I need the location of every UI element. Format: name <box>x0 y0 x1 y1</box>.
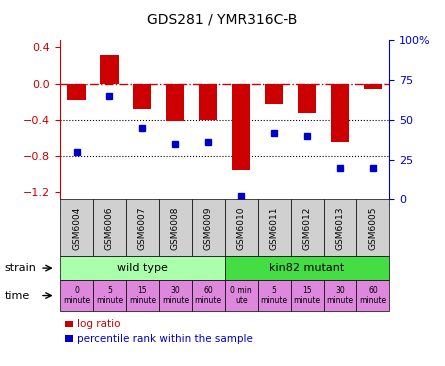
Text: GSM6013: GSM6013 <box>336 206 344 250</box>
Bar <box>232 84 250 169</box>
Text: 15
minute: 15 minute <box>129 286 156 305</box>
Text: GSM6007: GSM6007 <box>138 206 147 250</box>
Bar <box>134 84 151 109</box>
Text: GSM6004: GSM6004 <box>72 206 81 250</box>
Text: log ratio: log ratio <box>77 319 121 329</box>
Text: strain: strain <box>4 263 36 273</box>
Text: 5
minute: 5 minute <box>261 286 287 305</box>
Text: GSM6008: GSM6008 <box>171 206 180 250</box>
Bar <box>298 84 316 113</box>
Text: 30
minute: 30 minute <box>162 286 189 305</box>
Text: GSM6010: GSM6010 <box>237 206 246 250</box>
Bar <box>331 84 349 142</box>
Bar <box>199 84 217 120</box>
Bar <box>364 84 382 89</box>
Text: kin82 mutant: kin82 mutant <box>269 263 345 273</box>
Text: time: time <box>4 291 30 300</box>
Bar <box>68 84 85 100</box>
Text: GSM6009: GSM6009 <box>204 206 213 250</box>
Text: 60
minute: 60 minute <box>195 286 222 305</box>
Text: GSM6011: GSM6011 <box>270 206 279 250</box>
Text: 15
minute: 15 minute <box>294 286 320 305</box>
Text: percentile rank within the sample: percentile rank within the sample <box>77 333 253 344</box>
Text: 60
minute: 60 minute <box>360 286 386 305</box>
Text: 30
minute: 30 minute <box>327 286 353 305</box>
Text: GSM6012: GSM6012 <box>303 206 312 250</box>
Bar <box>166 84 184 121</box>
Text: wild type: wild type <box>117 263 168 273</box>
Text: 0
minute: 0 minute <box>63 286 90 305</box>
Bar <box>265 84 283 104</box>
Text: 5
minute: 5 minute <box>96 286 123 305</box>
Text: 0 min
ute: 0 min ute <box>231 286 252 305</box>
Text: GSM6006: GSM6006 <box>105 206 114 250</box>
Bar <box>101 55 118 84</box>
Text: GDS281 / YMR316C-B: GDS281 / YMR316C-B <box>147 13 298 27</box>
Text: GSM6005: GSM6005 <box>368 206 377 250</box>
